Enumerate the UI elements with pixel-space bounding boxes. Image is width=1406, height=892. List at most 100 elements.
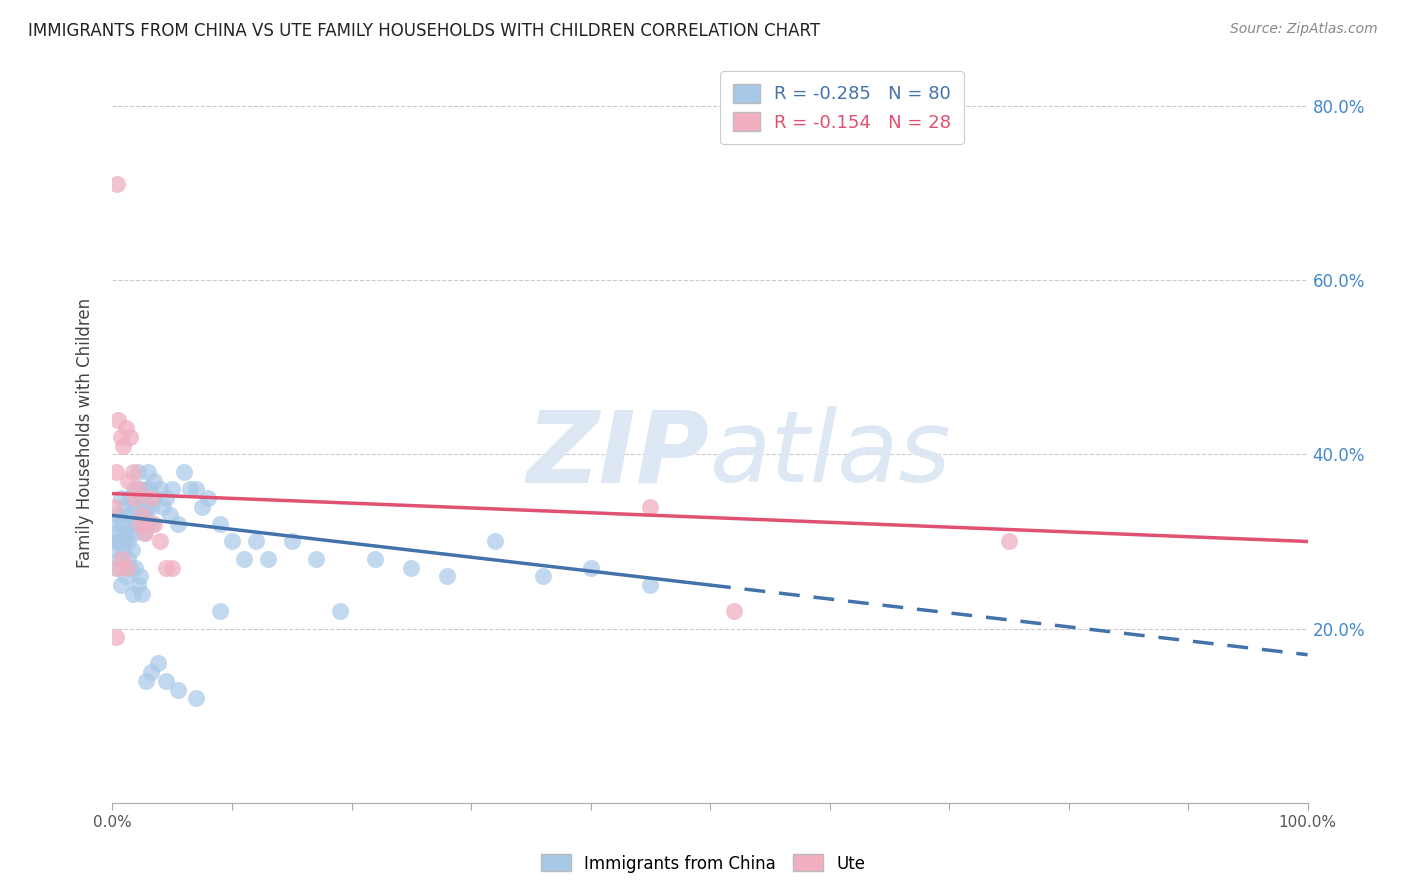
Point xyxy=(111,552,134,566)
Point xyxy=(191,500,214,514)
Point xyxy=(110,491,132,505)
Point xyxy=(120,430,142,444)
Point xyxy=(129,508,152,523)
Point xyxy=(122,482,145,496)
Point xyxy=(208,517,231,532)
Point xyxy=(117,474,139,488)
Point xyxy=(208,604,231,618)
Point xyxy=(401,560,423,574)
Point xyxy=(136,500,159,514)
Point xyxy=(121,587,143,601)
Point xyxy=(155,673,177,688)
Point xyxy=(134,508,156,523)
Point xyxy=(110,430,132,444)
Point xyxy=(120,560,142,574)
Point xyxy=(124,560,146,574)
Point xyxy=(127,482,149,496)
Point xyxy=(281,534,304,549)
Point xyxy=(179,482,201,496)
Point xyxy=(103,500,125,514)
Point xyxy=(103,517,125,532)
Point xyxy=(364,552,387,566)
Point xyxy=(531,569,554,583)
Point xyxy=(105,525,128,540)
Point xyxy=(112,543,135,558)
Point xyxy=(221,534,243,549)
Point xyxy=(155,560,177,574)
Point xyxy=(118,517,141,532)
Point xyxy=(139,491,162,505)
Point xyxy=(143,517,166,532)
Point xyxy=(107,412,129,426)
Y-axis label: Family Households with Children: Family Households with Children xyxy=(76,298,94,567)
Text: IMMIGRANTS FROM CHINA VS UTE FAMILY HOUSEHOLDS WITH CHILDREN CORRELATION CHART: IMMIGRANTS FROM CHINA VS UTE FAMILY HOUS… xyxy=(28,22,820,40)
Point xyxy=(579,560,602,574)
Point xyxy=(138,482,160,496)
Point xyxy=(105,178,128,192)
Point xyxy=(127,578,149,592)
Legend: R = -0.285   N = 80, R = -0.154   N = 28: R = -0.285 N = 80, R = -0.154 N = 28 xyxy=(720,71,965,145)
Point xyxy=(638,578,662,592)
Point xyxy=(134,525,156,540)
Point xyxy=(143,474,166,488)
Point xyxy=(328,604,352,618)
Point xyxy=(436,569,458,583)
Point xyxy=(105,534,128,549)
Text: ZIP: ZIP xyxy=(527,407,710,503)
Point xyxy=(131,587,153,601)
Point xyxy=(152,500,174,514)
Point xyxy=(304,552,326,566)
Point xyxy=(114,500,135,514)
Point xyxy=(112,439,135,453)
Point xyxy=(117,552,139,566)
Point xyxy=(186,482,208,496)
Point xyxy=(114,569,136,583)
Point xyxy=(114,421,136,435)
Point xyxy=(117,534,139,549)
Point xyxy=(149,482,172,496)
Point xyxy=(149,534,172,549)
Point xyxy=(105,630,128,644)
Point xyxy=(114,525,136,540)
Point xyxy=(135,673,157,688)
Point xyxy=(129,517,152,532)
Point xyxy=(139,500,162,514)
Point xyxy=(197,491,219,505)
Point xyxy=(115,508,138,523)
Point xyxy=(112,534,135,549)
Point xyxy=(998,534,1021,549)
Point xyxy=(108,552,131,566)
Point xyxy=(162,482,183,496)
Point xyxy=(107,534,129,549)
Point xyxy=(146,657,169,671)
Point xyxy=(186,691,208,706)
Point xyxy=(121,543,143,558)
Point xyxy=(167,682,190,697)
Point xyxy=(135,482,157,496)
Point xyxy=(138,465,160,479)
Point xyxy=(245,534,267,549)
Point xyxy=(107,560,129,574)
Point xyxy=(124,500,146,514)
Point xyxy=(129,482,152,496)
Point xyxy=(125,517,148,532)
Point xyxy=(162,560,183,574)
Point xyxy=(131,508,153,523)
Point xyxy=(167,517,190,532)
Point xyxy=(110,578,132,592)
Point xyxy=(111,517,134,532)
Point xyxy=(120,491,142,505)
Point xyxy=(131,491,153,505)
Point xyxy=(155,491,177,505)
Point xyxy=(159,508,181,523)
Point xyxy=(136,517,159,532)
Legend: Immigrants from China, Ute: Immigrants from China, Ute xyxy=(534,847,872,880)
Point xyxy=(105,465,128,479)
Text: atlas: atlas xyxy=(710,407,952,503)
Point xyxy=(121,525,143,540)
Point xyxy=(723,604,745,618)
Point xyxy=(121,465,143,479)
Point xyxy=(141,517,163,532)
Point xyxy=(105,560,128,574)
Point xyxy=(173,465,195,479)
